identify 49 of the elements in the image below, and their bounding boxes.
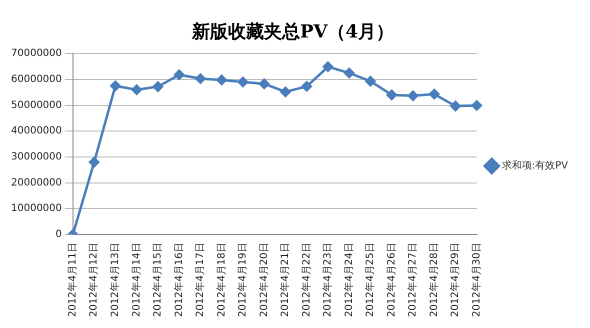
point [216, 74, 227, 86]
x-tick-label: 2012年4月27日 [406, 242, 419, 318]
point [450, 100, 461, 112]
point [258, 78, 270, 90]
x-tick-label: 2012年4月12日 [88, 242, 100, 318]
x-tick-label: 2012年4月21日 [279, 242, 292, 318]
point [280, 86, 291, 98]
y-tick-label: 0 [56, 229, 62, 240]
x-tick-label: 2012年4月18日 [215, 242, 228, 318]
point [131, 84, 142, 96]
point [88, 156, 100, 168]
x-tick-label: 2012年4月28日 [428, 242, 440, 318]
x-tick-label: 2012年4月23日 [322, 242, 334, 318]
point [429, 88, 440, 100]
x-tick-label: 2012年4月11日 [66, 242, 78, 318]
x-tick-label: 2012年4月26日 [385, 242, 398, 318]
point [195, 73, 206, 84]
y-tick-label: 10000000 [10, 203, 62, 214]
point [365, 76, 376, 86]
y-tick-label: 40000000 [10, 126, 62, 137]
point [386, 90, 397, 100]
point [322, 62, 334, 72]
x-tick-label: 2012年4月14日 [130, 242, 142, 318]
y-tick-label: 70000000 [10, 48, 62, 60]
y-tick-label: 30000000 [10, 152, 62, 163]
legend-label: 求和项:有效PV [502, 160, 568, 172]
y-tick-label: 50000000 [10, 100, 62, 111]
point [174, 70, 184, 80]
point [301, 81, 312, 92]
point [238, 76, 248, 88]
y-tick-label: 20000000 [10, 177, 62, 188]
x-tick-label: 2012年4月16日 [172, 242, 185, 318]
x-tick-label: 2012年4月13日 [109, 242, 122, 318]
x-tick-label: 2012年4月29日 [449, 242, 462, 318]
point [110, 80, 121, 92]
point [344, 68, 354, 78]
x-tick-label: 2012年4月17日 [194, 242, 206, 318]
y-tick-label: 60000000 [10, 74, 62, 86]
point [408, 90, 418, 101]
point [472, 100, 482, 111]
point [152, 81, 164, 92]
x-tick-label: 2012年4月19日 [236, 242, 249, 318]
x-tick-label: 2012年4月15日 [152, 242, 164, 318]
x-tick-label: 2012年4月20日 [258, 242, 270, 318]
x-tick-label: 2012年4月22日 [300, 242, 312, 318]
chart-title: 新版收藏夹总PV（4月） [190, 21, 394, 42]
x-tick-label: 2012年4月24日 [342, 242, 355, 318]
x-tick-label: 2012年4月25日 [364, 242, 376, 318]
x-tick-label: 2012年4月30日 [470, 242, 482, 318]
